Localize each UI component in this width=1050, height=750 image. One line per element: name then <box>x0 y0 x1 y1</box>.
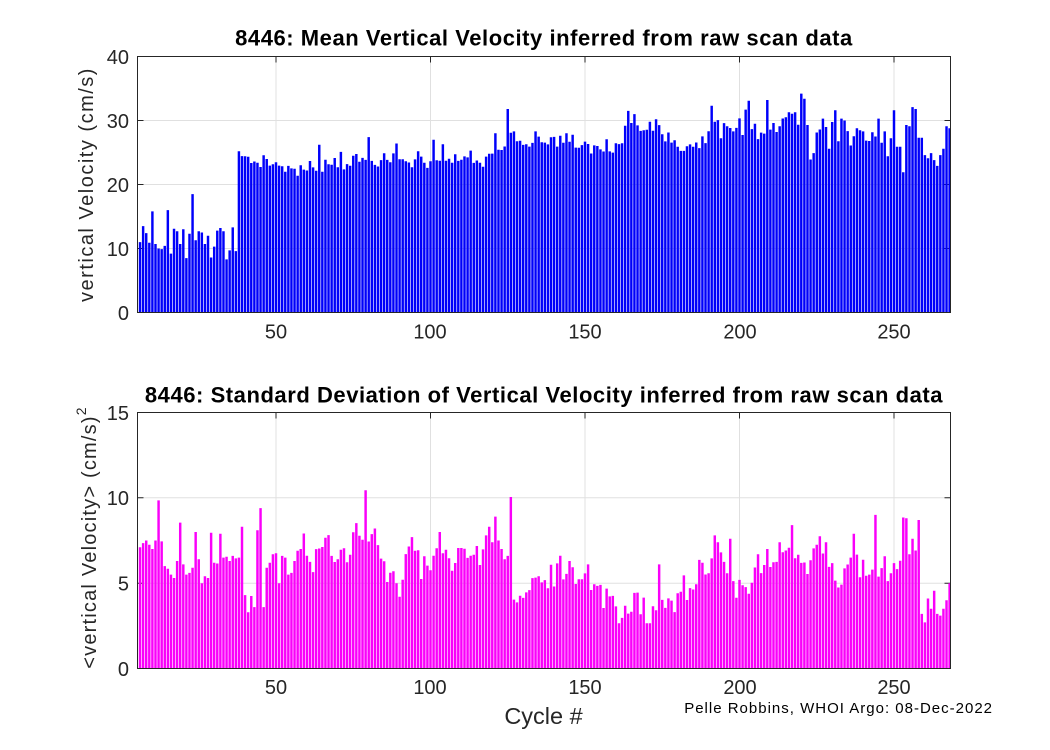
svg-text:10: 10 <box>107 488 129 510</box>
svg-text:150: 150 <box>568 677 601 699</box>
svg-text:250: 250 <box>877 677 910 699</box>
svg-text:15: 15 <box>107 403 129 425</box>
svg-text:0: 0 <box>118 303 129 325</box>
svg-text:10: 10 <box>107 239 129 261</box>
svg-text:vertical Velocity (cm/s): vertical Velocity (cm/s) <box>76 67 98 302</box>
svg-text:30: 30 <box>107 111 129 133</box>
svg-text:8446: Mean Vertical Velocity i: 8446: Mean Vertical Velocity inferred fr… <box>235 26 853 51</box>
svg-text:250: 250 <box>877 322 910 344</box>
svg-text:200: 200 <box>723 677 756 699</box>
svg-text:50: 50 <box>265 677 287 699</box>
svg-text:0: 0 <box>118 659 129 681</box>
svg-text:40: 40 <box>107 47 129 69</box>
svg-text:150: 150 <box>568 322 601 344</box>
svg-text:5: 5 <box>118 574 129 596</box>
svg-text:100: 100 <box>413 322 446 344</box>
svg-text:Pelle Robbins, WHOI Argo: 08-D: Pelle Robbins, WHOI Argo: 08-Dec-2022 <box>684 700 993 717</box>
svg-text:Cycle #: Cycle # <box>504 703 582 729</box>
svg-text:200: 200 <box>723 322 756 344</box>
svg-text:20: 20 <box>107 175 129 197</box>
svg-text:50: 50 <box>265 322 287 344</box>
svg-text:100: 100 <box>413 677 446 699</box>
svg-text:8446: Standard Deviation of Ve: 8446: Standard Deviation of Vertical Vel… <box>145 383 943 408</box>
